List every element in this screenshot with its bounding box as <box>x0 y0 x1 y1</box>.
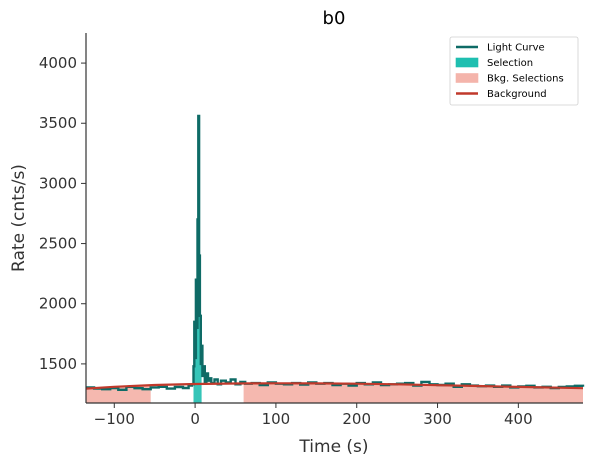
y-tick-label: 1500 <box>39 355 77 373</box>
legend-swatch-selection <box>455 57 479 68</box>
y-axis-title: Rate (cnts/s) <box>9 164 29 272</box>
y-tick-label: 2000 <box>39 295 77 313</box>
x-tick-label: 400 <box>504 410 533 428</box>
legend-label: Background <box>487 89 547 100</box>
legend-frame <box>449 36 579 106</box>
x-ticks: −100 0 100 200 300 400 <box>94 403 533 428</box>
legend: Light Curve Selection Bkg. Selections Backg… <box>449 36 579 106</box>
y-tick-label: 4000 <box>39 54 77 72</box>
light-curve-series <box>86 114 585 391</box>
plot-area <box>85 114 585 403</box>
x-tick-label: 300 <box>423 410 452 428</box>
x-tick-label: −100 <box>94 410 135 428</box>
x-tick-label: 0 <box>190 410 200 428</box>
bkg-selection-region-1 <box>243 383 583 403</box>
axes <box>85 33 583 404</box>
legend-label: Bkg. Selections <box>487 74 564 85</box>
legend-label: Selection <box>487 58 533 69</box>
legend-swatch-bkg_selection <box>455 73 479 83</box>
background-fit-line <box>85 382 584 390</box>
x-axis-title: Time (s) <box>298 437 368 457</box>
y-tick-label: 3000 <box>39 174 77 192</box>
y-tick-label: 3500 <box>39 114 77 132</box>
x-tick-label: 200 <box>342 410 371 428</box>
chart-title: b0 <box>323 8 346 29</box>
legend-label: Light Curve <box>487 43 545 54</box>
x-tick-label: 100 <box>262 410 291 428</box>
y-tick-label: 2500 <box>39 235 77 253</box>
y-ticks: 1500 2000 2500 3000 3500 4000 <box>39 54 86 373</box>
